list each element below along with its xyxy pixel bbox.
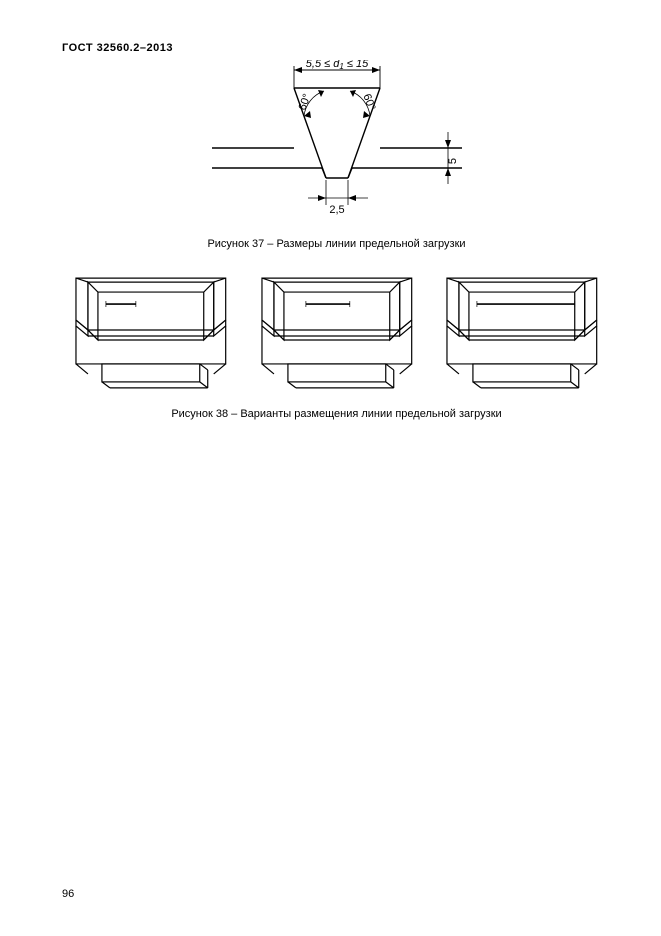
figure37-angle-right: 60° <box>360 92 377 112</box>
figure37-bottom-dim: 2,5 <box>329 204 344 216</box>
figure-37-caption: Рисунок 37 – Размеры линии предельной за… <box>62 238 611 250</box>
figure-38-cabinet-1 <box>62 268 240 398</box>
figure-38-caption: Рисунок 38 – Варианты размещения линии п… <box>62 408 611 420</box>
figure-37-container: 5,5 ≤ d1 ≤ 15 <box>62 60 611 228</box>
figure37-angle-left: 60° <box>296 92 313 112</box>
figure37-top-label: 5,5 ≤ d1 ≤ 15 <box>305 60 368 71</box>
page-number: 96 <box>62 888 74 900</box>
figure-37-svg: 5,5 ≤ d1 ≤ 15 <box>192 60 482 228</box>
figure-38-cabinet-3 <box>433 268 611 398</box>
document-page: ГОСТ 32560.2–2013 5,5 ≤ d1 ≤ 15 <box>0 0 661 936</box>
document-header: ГОСТ 32560.2–2013 <box>62 42 611 54</box>
figure-38-container <box>62 268 611 398</box>
standard-code: ГОСТ 32560.2–2013 <box>62 42 173 54</box>
figure-38-cabinet-2 <box>248 268 426 398</box>
figure37-right-dim: 5 <box>447 158 459 164</box>
figure-38-row <box>62 268 611 398</box>
